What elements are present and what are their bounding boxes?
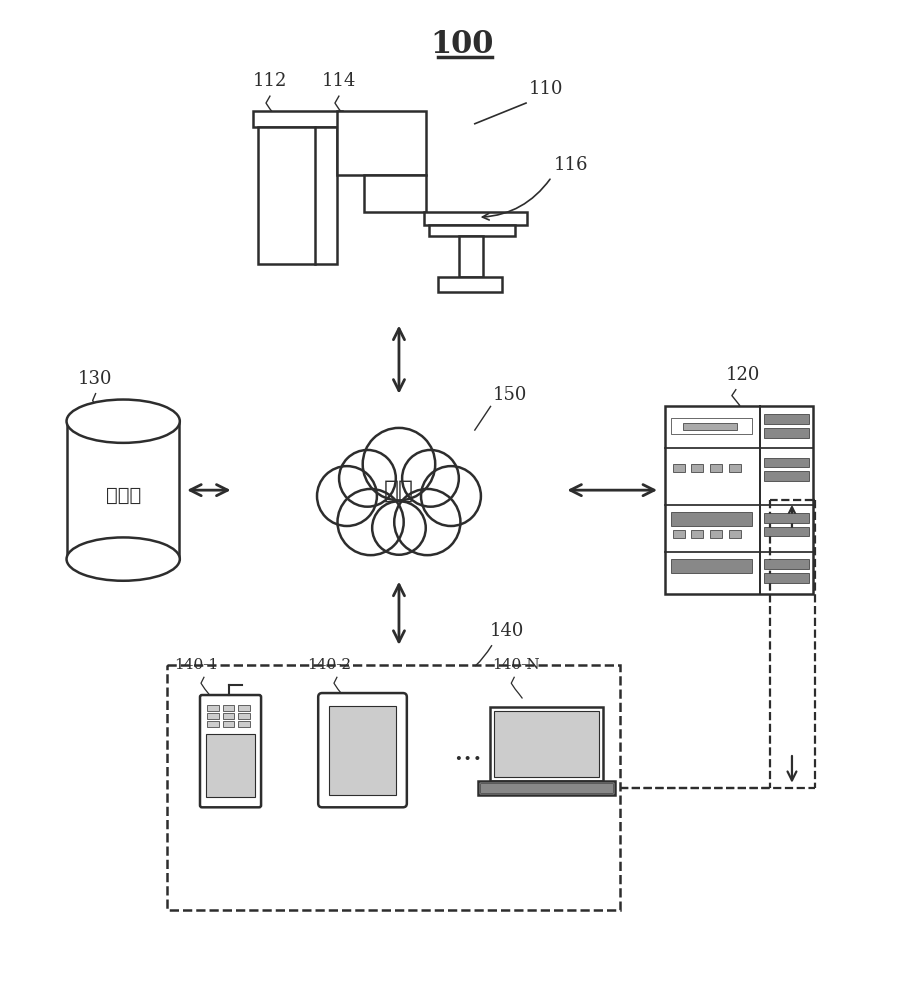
FancyBboxPatch shape (671, 512, 751, 526)
Text: 116: 116 (553, 156, 588, 174)
FancyBboxPatch shape (318, 693, 407, 807)
FancyBboxPatch shape (238, 713, 250, 719)
FancyBboxPatch shape (480, 783, 613, 793)
FancyBboxPatch shape (478, 781, 614, 795)
FancyBboxPatch shape (459, 236, 482, 277)
FancyBboxPatch shape (671, 559, 751, 573)
Text: 110: 110 (529, 80, 564, 98)
Text: 150: 150 (492, 386, 527, 404)
FancyBboxPatch shape (673, 464, 685, 472)
Ellipse shape (67, 537, 180, 581)
FancyBboxPatch shape (764, 559, 808, 569)
FancyBboxPatch shape (253, 111, 342, 127)
Text: 存储器: 存储器 (105, 486, 140, 505)
Circle shape (339, 450, 395, 507)
Text: 140: 140 (490, 622, 524, 640)
FancyBboxPatch shape (238, 705, 250, 711)
Text: 120: 120 (726, 366, 760, 384)
Circle shape (395, 489, 460, 555)
FancyBboxPatch shape (429, 225, 516, 236)
FancyBboxPatch shape (764, 471, 808, 481)
FancyBboxPatch shape (337, 111, 426, 175)
FancyBboxPatch shape (691, 530, 703, 538)
Text: 112: 112 (253, 72, 287, 90)
FancyBboxPatch shape (207, 713, 219, 719)
Circle shape (402, 450, 459, 507)
Text: 140-2: 140-2 (308, 658, 351, 672)
FancyBboxPatch shape (223, 721, 235, 727)
Circle shape (372, 501, 426, 555)
Text: ...: ... (454, 736, 482, 767)
Text: 140-N: 140-N (492, 658, 541, 672)
FancyBboxPatch shape (423, 212, 527, 225)
FancyBboxPatch shape (729, 464, 741, 472)
FancyBboxPatch shape (200, 695, 261, 807)
FancyBboxPatch shape (691, 464, 703, 472)
FancyBboxPatch shape (258, 127, 337, 264)
FancyBboxPatch shape (665, 406, 812, 594)
FancyBboxPatch shape (329, 706, 396, 795)
FancyBboxPatch shape (764, 527, 808, 536)
FancyBboxPatch shape (206, 734, 255, 797)
FancyBboxPatch shape (166, 665, 620, 910)
Ellipse shape (67, 400, 180, 443)
FancyBboxPatch shape (438, 277, 503, 292)
FancyBboxPatch shape (207, 705, 219, 711)
FancyBboxPatch shape (764, 414, 808, 424)
Circle shape (421, 466, 480, 526)
FancyBboxPatch shape (490, 707, 602, 781)
FancyBboxPatch shape (729, 530, 741, 538)
Circle shape (363, 428, 435, 500)
FancyBboxPatch shape (67, 421, 180, 559)
FancyBboxPatch shape (683, 423, 736, 430)
Text: 140-1: 140-1 (175, 658, 218, 672)
FancyBboxPatch shape (223, 713, 235, 719)
FancyBboxPatch shape (671, 418, 751, 434)
Text: 130: 130 (78, 370, 113, 388)
FancyBboxPatch shape (764, 573, 808, 583)
FancyBboxPatch shape (711, 464, 722, 472)
Circle shape (337, 489, 404, 555)
FancyBboxPatch shape (764, 513, 808, 523)
Circle shape (317, 466, 377, 526)
FancyBboxPatch shape (223, 705, 235, 711)
Text: 114: 114 (322, 72, 356, 90)
FancyBboxPatch shape (238, 721, 250, 727)
FancyBboxPatch shape (711, 530, 722, 538)
FancyBboxPatch shape (764, 428, 808, 438)
FancyBboxPatch shape (364, 175, 426, 212)
FancyBboxPatch shape (493, 711, 599, 777)
FancyBboxPatch shape (207, 721, 219, 727)
Text: 网络: 网络 (384, 478, 414, 502)
FancyBboxPatch shape (673, 530, 685, 538)
FancyBboxPatch shape (764, 458, 808, 467)
Text: 100: 100 (431, 29, 493, 60)
